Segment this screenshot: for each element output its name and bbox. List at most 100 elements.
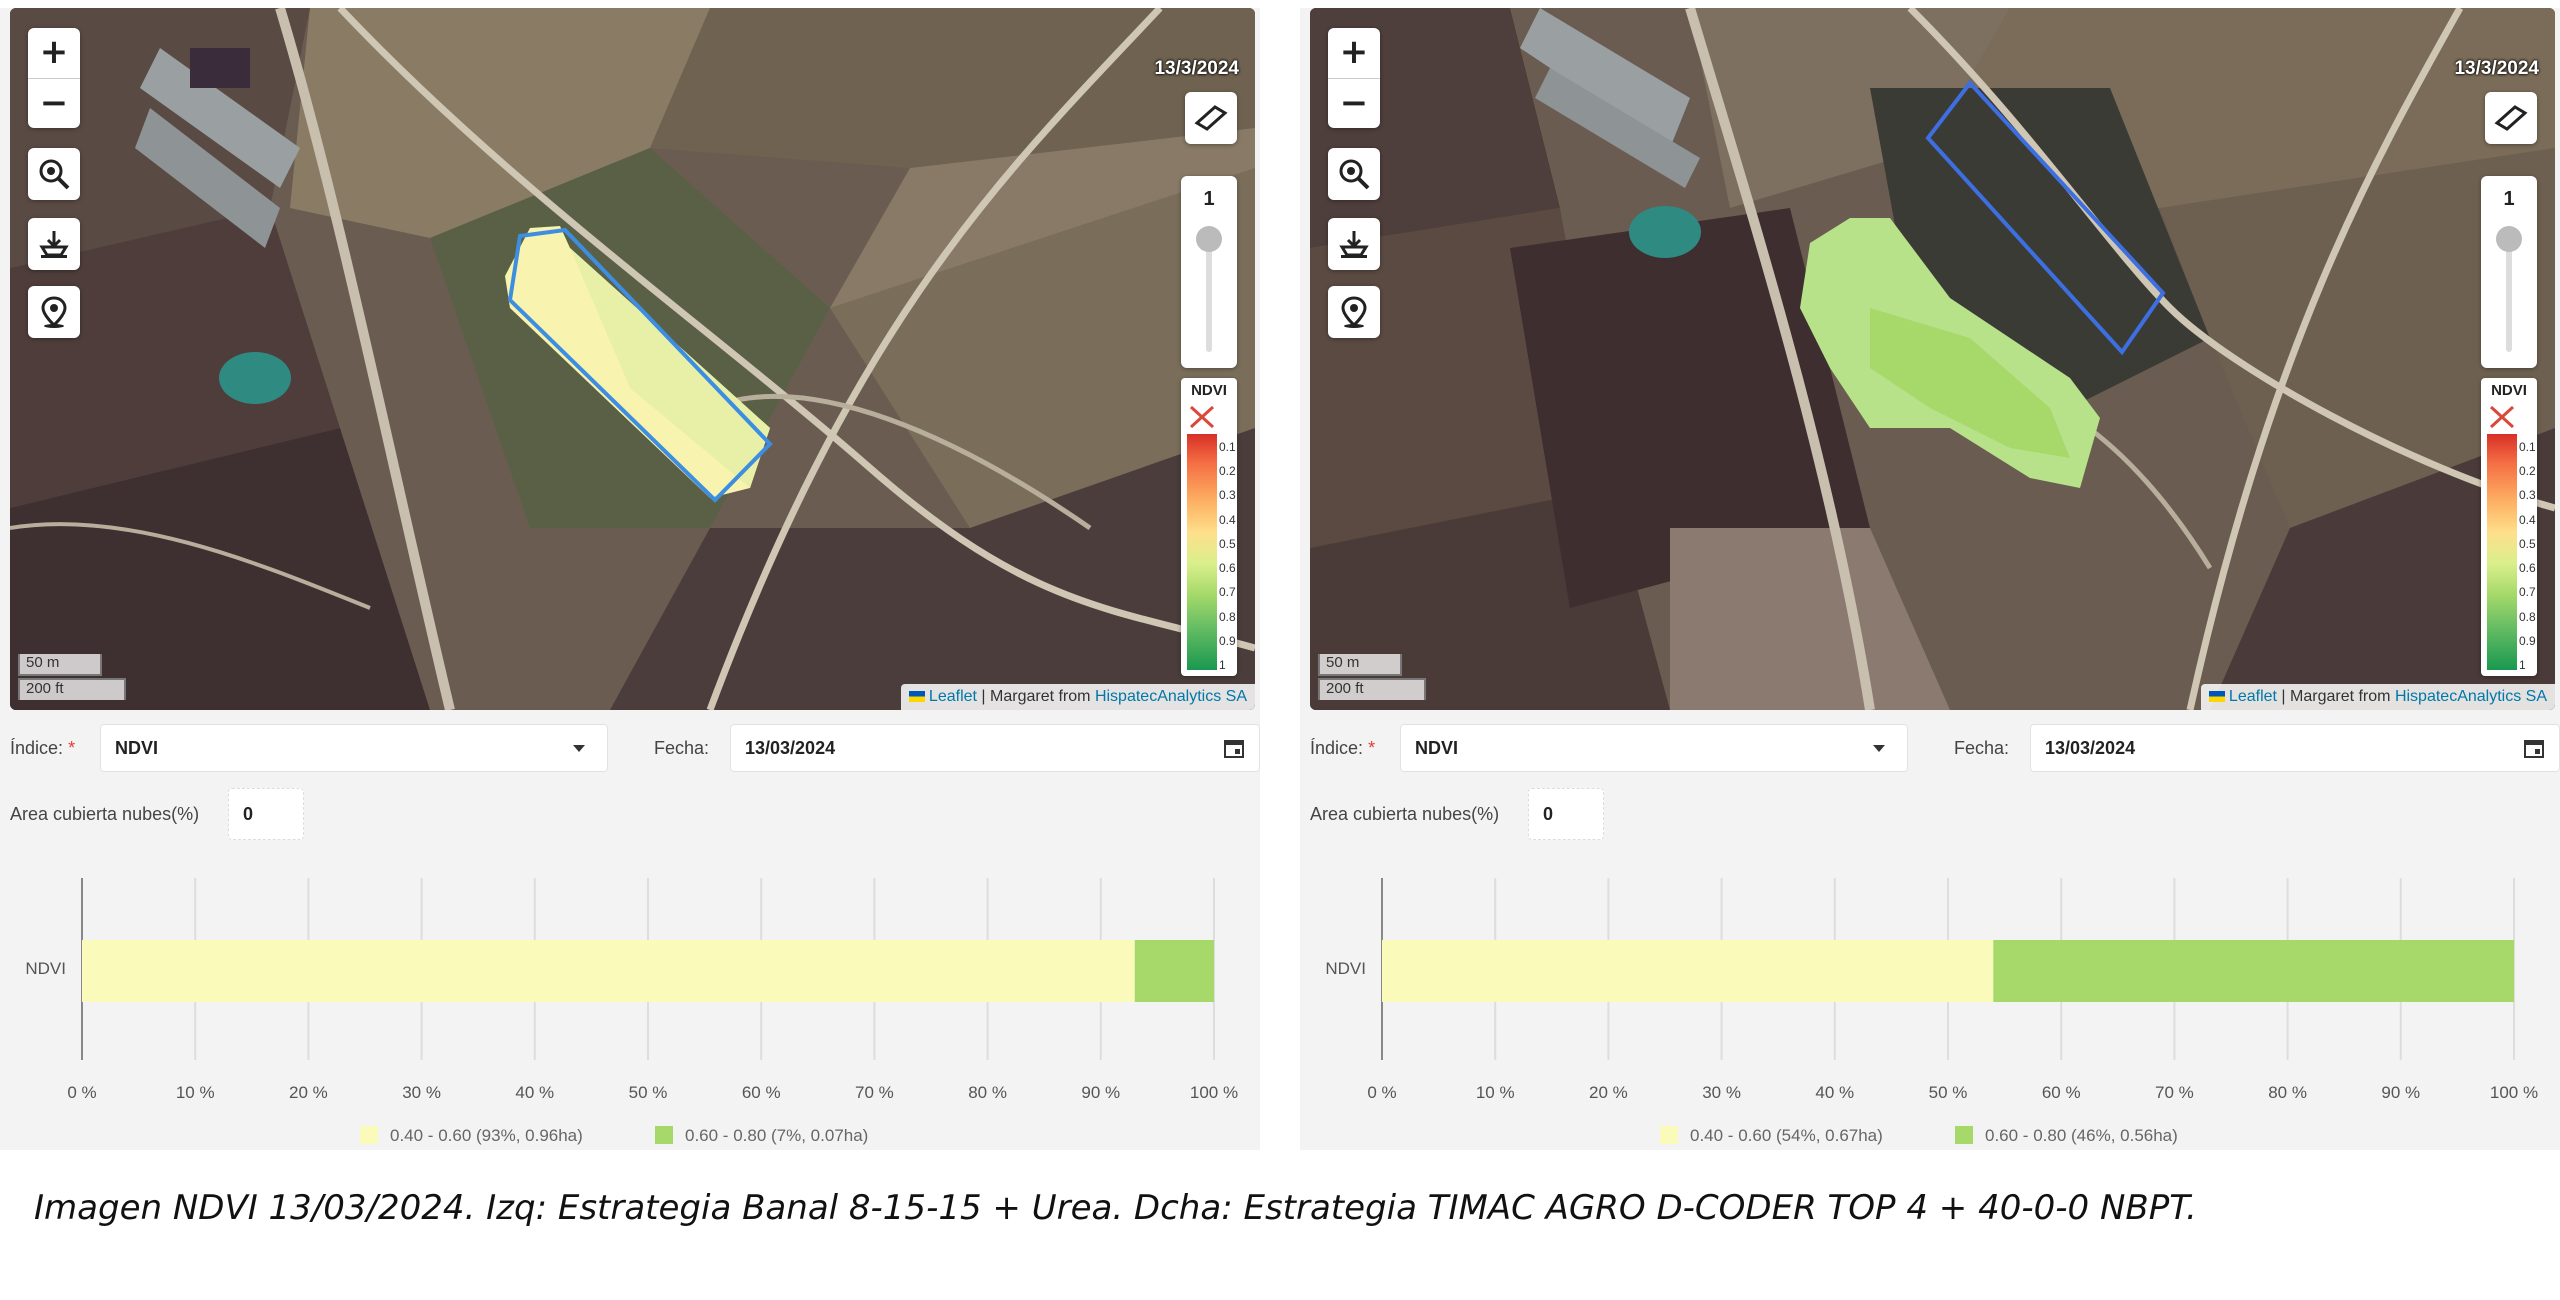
x-tick-label: 20 %	[1589, 1083, 1628, 1102]
calendar-icon[interactable]	[1223, 737, 1245, 759]
y-category-label: NDVI	[25, 959, 66, 978]
hispatec-link[interactable]: HispatecAnalytics SA	[1094, 688, 1247, 705]
legend-tick-label: 0.3	[1219, 488, 1236, 503]
index-select[interactable]: NDVI	[1400, 724, 1908, 772]
legend-tick-label: 0.2	[1219, 464, 1236, 479]
chevron-down-icon	[573, 745, 585, 752]
x-tick-label: 80 %	[2268, 1083, 2307, 1102]
legend-tick-label: 0.4	[1219, 512, 1236, 527]
map-attribution: Leaflet | Margaret from HispatecAnalytic…	[2200, 684, 2555, 710]
ndvi-panel-left: + − 13/3/2024 1 NDVI	[0, 8, 1260, 1150]
legend-title: NDVI	[1191, 382, 1227, 399]
opacity-track[interactable]	[1206, 234, 1212, 352]
x-tick-label: 0 %	[67, 1083, 96, 1102]
x-tick-label: 40 %	[515, 1083, 554, 1102]
legend-tick-label: 0.2	[2519, 464, 2536, 479]
x-tick-label: 60 %	[2042, 1083, 2081, 1102]
x-tick-label: 50 %	[1929, 1083, 1968, 1102]
legend-tick-label: 1	[1219, 658, 1226, 672]
download-icon	[39, 231, 69, 258]
opacity-knob[interactable]	[2496, 226, 2522, 252]
legend-tick-label: 0.9	[1219, 633, 1236, 648]
draw-rectangle-button[interactable]	[2485, 92, 2537, 144]
zoom-control: + −	[1328, 28, 1380, 128]
zoom-control: + −	[28, 28, 80, 128]
date-label: Fecha:	[1954, 738, 2010, 758]
legend-tick-label: 0.6	[1219, 561, 1236, 576]
zoom-out-button[interactable]: −	[1328, 78, 1380, 128]
hispatec-link[interactable]: HispatecAnalytics SA	[2394, 688, 2547, 705]
opacity-slider[interactable]: 1	[1181, 176, 1237, 368]
legend-label: 0.60 - 0.80 (7%, 0.07ha)	[685, 1126, 868, 1145]
legend-label: 0.40 - 0.60 (54%, 0.67ha)	[1690, 1126, 1883, 1145]
draw-rectangle-icon	[1194, 105, 1228, 131]
legend-tick-label: 0.1	[2519, 440, 2536, 454]
scale-feet: 200 ft	[18, 678, 126, 700]
legend-tick-label: 0.7	[2519, 585, 2536, 600]
legend-color-ramp	[2487, 434, 2517, 670]
x-tick-label: 90 %	[1081, 1083, 1120, 1102]
zoom-in-button[interactable]: +	[1339, 32, 1369, 72]
date-input[interactable]: 13/03/2024	[730, 724, 1260, 772]
location-button[interactable]	[28, 286, 80, 338]
cloud-row: Area cubierta nubes(%) 0	[1310, 784, 1710, 844]
x-tick-label: 90 %	[2381, 1083, 2420, 1102]
zoom-in-button[interactable]: +	[39, 32, 69, 72]
location-pin-icon	[41, 296, 67, 328]
map-attribution: Leaflet | Margaret from HispatecAnalytic…	[900, 684, 1255, 710]
x-tick-label: 10 %	[1476, 1083, 1515, 1102]
opacity-value: 1	[1203, 188, 1215, 210]
x-tick-label: 60 %	[742, 1083, 781, 1102]
x-tick-label: 70 %	[2155, 1083, 2194, 1102]
draw-rectangle-button[interactable]	[1185, 92, 1237, 144]
attribution-text: | Margaret from	[976, 688, 1095, 705]
ndvi-panel-right: + − 13/3/2024 1 NDVI	[1300, 8, 2560, 1150]
location-button[interactable]	[1328, 286, 1380, 338]
opacity-knob[interactable]	[1196, 226, 1222, 252]
legend-tick-label: 0.7	[1219, 585, 1236, 600]
date-label: Fecha:	[654, 738, 710, 758]
bar-segment	[1382, 940, 1994, 1002]
bar-segment	[1134, 940, 1214, 1002]
legend-tick-label: 1	[2519, 658, 2526, 672]
legend-close-icon[interactable]	[1187, 404, 1217, 430]
index-label: Índice: *	[1310, 738, 1376, 758]
x-tick-label: 80 %	[968, 1083, 1007, 1102]
map-date-label: 13/3/2024	[2454, 58, 2539, 79]
legend-close-icon[interactable]	[2487, 404, 2517, 430]
calendar-icon[interactable]	[2523, 737, 2545, 759]
ndvi-legend: NDVI 0.1 0.2 0.3 0.4 0.5 0.6 0.7 0.8 0.9 1	[1181, 378, 1237, 676]
opacity-track[interactable]	[2506, 234, 2512, 352]
ndvi-distribution-chart: 0 % 10 % 20 % 30 % 40 % 50 % 60 % 70 % 80 % 90 % 1…	[25, 878, 1238, 1145]
opacity-slider[interactable]: 1	[2481, 176, 2537, 368]
index-select[interactable]: NDVI	[100, 724, 608, 772]
legend-tick-label: 0.3	[2519, 488, 2536, 503]
satellite-map[interactable]: + − 13/3/2024 1 NDVI	[10, 8, 1255, 710]
leaflet-link[interactable]: Leaflet	[2228, 688, 2277, 705]
cloud-input[interactable]: 0	[1528, 788, 1604, 840]
legend-tick-label: 0.5	[2519, 536, 2536, 551]
legend-label: 0.60 - 0.80 (46%, 0.56ha)	[1985, 1126, 2178, 1145]
download-button[interactable]	[28, 218, 80, 270]
zoom-area-button[interactable]	[28, 148, 80, 200]
cloud-row: Area cubierta nubes(%) 0	[10, 784, 410, 844]
x-tick-label: 20 %	[289, 1083, 328, 1102]
date-input[interactable]: 13/03/2024	[2030, 724, 2560, 772]
map-date-label: 13/3/2024	[1154, 58, 1239, 79]
zoom-area-button[interactable]	[1328, 148, 1380, 200]
legend-swatch	[1955, 1126, 1973, 1144]
legend-swatch	[655, 1126, 673, 1144]
satellite-imagery	[10, 8, 1255, 710]
cloud-input[interactable]: 0	[228, 788, 304, 840]
opacity-value: 1	[2503, 188, 2515, 210]
leaflet-link[interactable]: Leaflet	[928, 688, 977, 705]
download-button[interactable]	[1328, 218, 1380, 270]
legend-ticks: 0.1 0.2 0.3 0.4 0.5 0.6 0.7 0.8 0.9 1	[2519, 434, 2537, 672]
satellite-map[interactable]: + − 13/3/2024 1 NDVI	[1310, 8, 2555, 710]
legend-color-ramp	[1187, 434, 1217, 670]
zoom-area-icon	[39, 159, 70, 190]
zoom-out-button[interactable]: −	[28, 78, 80, 128]
legend-title: NDVI	[2491, 382, 2527, 399]
zoom-area-icon	[1339, 159, 1370, 190]
